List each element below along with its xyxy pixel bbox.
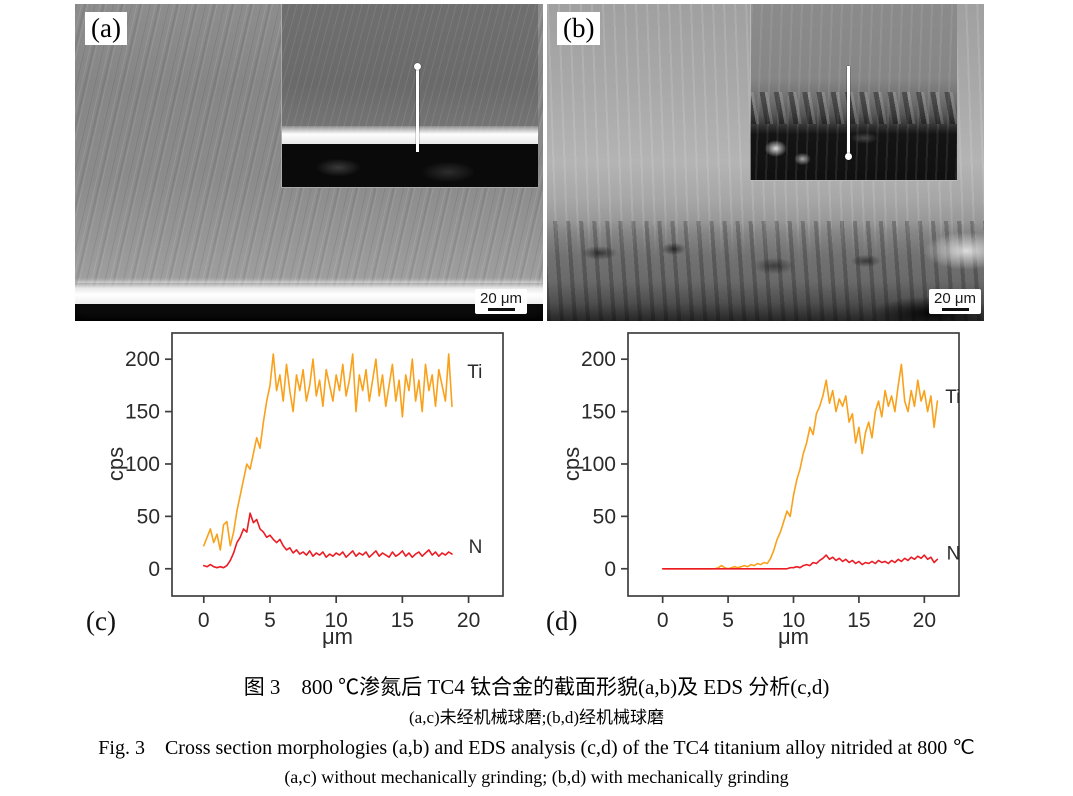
sem-micrograph-b: (b) 20 μm: [547, 4, 984, 321]
panel-label-d: (d): [546, 606, 578, 636]
eds-scan-line-marker-b: [847, 66, 850, 156]
caption-english-subtitle: (a,c) without mechanically grinding; (b,…: [284, 767, 789, 787]
y-tick-label: 0: [148, 558, 160, 581]
scale-bar-line-a: [487, 308, 515, 311]
rough-surface-band-b: [547, 221, 984, 321]
x-tick-label: 10: [324, 609, 347, 632]
series-label-n: N: [469, 537, 483, 558]
inset-debris-spots-b: [751, 110, 957, 180]
series-line-ti: [203, 353, 453, 551]
mount-resin-band-a: [75, 304, 543, 321]
y-tick-label: 0: [604, 558, 616, 581]
eds-scan-start-dot-a: [414, 63, 421, 70]
scale-bar-a: 20 μm: [475, 289, 527, 314]
x-tick-label: 0: [657, 609, 669, 632]
plot-border: [171, 332, 504, 597]
y-axis-label: cps: [105, 447, 128, 481]
eds-scan-start-dot-b: [845, 153, 852, 160]
sem-inset-b: [750, 4, 957, 181]
series-label-ti: Ti: [467, 362, 482, 383]
y-tick-label: 150: [125, 401, 160, 424]
scale-bar-b: 20 μm: [929, 289, 981, 314]
eds-chart-d: 0 5 10 15 20 0 50 100 150 200 μm cps Ti N: [559, 330, 986, 650]
nitride-layer-band-a: [75, 283, 543, 304]
y-tick-label: 200: [125, 348, 160, 371]
x-axis-label: μm: [322, 624, 353, 649]
y-tick-label: 200: [581, 348, 616, 371]
x-tick-label: 20: [457, 609, 480, 632]
eds-chart-c: 0 5 10 15 20 0 50 100 150 200 μm cps Ti N: [103, 330, 530, 650]
y-tick-label: 100: [125, 453, 160, 476]
scale-bar-text-a: 20 μm: [480, 290, 522, 307]
sem-micrograph-a: (a) 20 μm: [75, 4, 543, 321]
y-tick-label: 50: [137, 505, 160, 528]
eds-scan-line-marker-a: [416, 68, 419, 152]
x-tick-label: 15: [391, 609, 414, 632]
scale-bar-text-b: 20 μm: [934, 290, 976, 307]
series-label-n: N: [947, 543, 961, 564]
y-tick-label: 50: [593, 505, 616, 528]
caption-chinese-title: 图 3 800 ℃渗氮后 TC4 钛合金的截面形貌(a,b)及 EDS 分析(c…: [243, 675, 830, 699]
series-line-ti: [661, 363, 939, 570]
scale-bar-line-b: [941, 308, 969, 311]
x-tick-label: 20: [913, 609, 936, 632]
panel-label-a: (a): [85, 12, 127, 45]
inset-nitride-band-a: [282, 126, 538, 144]
caption-english-title: Fig. 3 Cross section morphologies (a,b) …: [98, 737, 975, 759]
y-tick-label: 150: [581, 401, 616, 424]
series-label-ti: Ti: [945, 387, 960, 408]
panel-label-c: (c): [86, 606, 116, 636]
series-line-n: [203, 512, 453, 569]
inset-dark-band-a: [282, 144, 538, 187]
x-tick-label: 0: [198, 609, 210, 632]
panel-label-b: (b): [557, 12, 601, 45]
sem-inset-a: [281, 4, 538, 188]
x-axis-label: μm: [778, 624, 809, 649]
y-axis-label: cps: [561, 447, 584, 481]
x-tick-label: 5: [264, 609, 276, 632]
series-line-n: [661, 554, 939, 570]
x-tick-label: 15: [847, 609, 870, 632]
x-tick-label: 5: [722, 609, 734, 632]
plot-border: [627, 332, 960, 597]
y-tick-label: 100: [581, 453, 616, 476]
caption-chinese-subtitle: (a,c)未经机械球磨;(b,d)经机械球磨: [409, 708, 664, 727]
x-tick-label: 10: [782, 609, 805, 632]
